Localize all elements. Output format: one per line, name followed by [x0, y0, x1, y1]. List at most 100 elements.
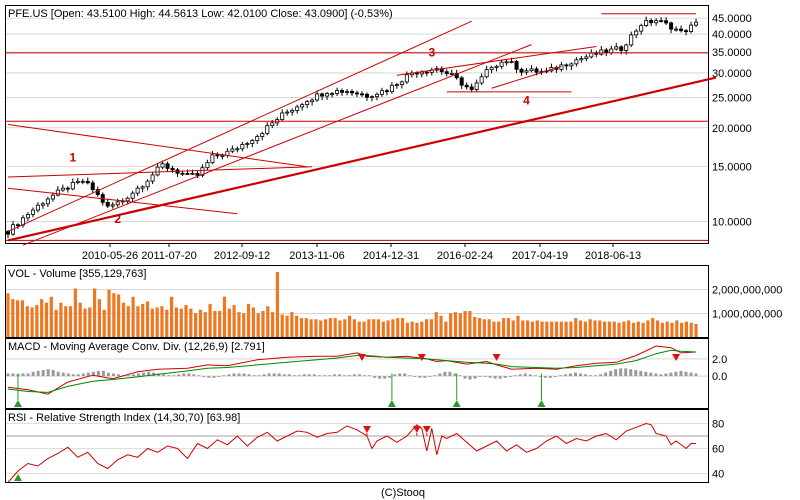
candle-body: [404, 74, 409, 83]
volume-bar: [131, 296, 135, 337]
macd-hist-bar: [172, 375, 176, 377]
volume-bar: [232, 305, 236, 337]
macd-hist-bar: [342, 375, 346, 377]
volume-bar: [30, 307, 34, 337]
macd-hist-bar: [182, 373, 186, 377]
volume-bar: [391, 319, 395, 337]
macd-hist-bar: [488, 376, 492, 378]
macd-hist-bar: [599, 374, 603, 377]
volume-bar: [256, 313, 260, 337]
macd-hist-bar: [197, 375, 201, 377]
macd-lines: [7, 345, 697, 395]
volume-bar: [521, 320, 525, 337]
volume-bar: [97, 299, 102, 337]
candle-body: [474, 82, 479, 90]
volume-bar: [684, 321, 689, 337]
macd-hist-bar: [31, 371, 35, 377]
macd-hist-bar: [212, 376, 216, 378]
candle-body: [245, 143, 250, 145]
candle-body: [639, 25, 644, 32]
macd-hist-bar: [383, 376, 387, 379]
macd-hist-bar: [272, 373, 276, 377]
candle-body: [454, 73, 459, 79]
volume-bar: [439, 315, 443, 337]
candle-body: [90, 182, 95, 191]
macd-hist-bar: [553, 376, 557, 377]
candle-body: [624, 44, 629, 51]
copyright-footer: (C)Stooq: [381, 487, 425, 499]
candle-body: [499, 61, 504, 67]
macd-hist-bar: [66, 373, 70, 377]
volume-y-ticks: 2,000,000,000 1,000,000,000: [712, 285, 782, 321]
volume-bar: [64, 306, 68, 337]
price-panel-frame: [5, 5, 709, 244]
candle-body: [574, 59, 579, 65]
candle-body: [664, 20, 669, 24]
volume-bar: [198, 309, 203, 337]
volume-bar: [530, 321, 535, 337]
volume-bar: [338, 320, 342, 337]
volume-bar: [400, 318, 405, 337]
volume-bar: [246, 303, 251, 337]
volume-bar: [660, 322, 664, 337]
macd-hist-bar: [463, 376, 467, 379]
volume-bar: [458, 313, 462, 337]
volume-bar: [150, 308, 154, 337]
macd-hist-bar: [6, 373, 10, 377]
volume-bars: [6, 271, 698, 337]
macd-hist-bar: [147, 371, 151, 377]
candle-body: [270, 122, 275, 126]
volume-bar: [208, 303, 212, 337]
volume-bar: [641, 322, 645, 337]
volume-bar: [468, 310, 472, 337]
trend-lines: [6, 13, 717, 246]
candle-body: [519, 68, 524, 73]
candle-body: [110, 204, 115, 207]
volume-bar: [694, 323, 698, 337]
volume-bar: [25, 306, 29, 337]
macd-hist-bar: [267, 373, 271, 377]
trend-line: [7, 76, 717, 242]
volume-bar: [569, 321, 573, 337]
candle-body: [180, 172, 185, 175]
macd-hist-bar: [282, 374, 286, 377]
candle-body: [419, 71, 424, 75]
candle-body: [684, 30, 689, 33]
wave-labels: 1 2 3 4: [69, 45, 530, 226]
candle-body: [679, 28, 684, 32]
macd-hist-bar: [503, 376, 507, 378]
macd-hist-bar: [46, 369, 50, 377]
volume-bar: [295, 315, 299, 337]
trend-line: [491, 65, 562, 89]
volume-bar: [328, 318, 332, 337]
candle-body: [340, 90, 345, 93]
volume-bar: [169, 296, 174, 337]
macd-hist-bar: [438, 373, 442, 377]
buy-signal-marker: [387, 400, 396, 407]
macd-hist-bar: [247, 374, 251, 377]
wave-label: 2: [114, 212, 121, 226]
macd-hist-bar: [368, 375, 372, 377]
candle-body: [205, 162, 210, 169]
volume-bar: [405, 322, 409, 337]
wave-label: 4: [523, 93, 530, 107]
candle-body: [354, 92, 359, 95]
macd-hist-bar: [41, 370, 45, 377]
candle-body: [285, 111, 290, 114]
candle-body: [644, 19, 649, 26]
candle-body: [444, 71, 449, 75]
candle-body: [359, 93, 364, 96]
volume-bar: [299, 318, 304, 337]
volume-bar: [444, 321, 448, 337]
candle-body: [634, 30, 639, 36]
x-axis-ticks: 2010-05-26 2011-07-20 2012-09-12 2013-11-06…: [82, 243, 641, 262]
volume-bar: [35, 305, 39, 337]
x-tick-label: 2012-09-12: [214, 250, 270, 262]
volume-bar: [136, 306, 140, 337]
macd-hist-bar: [327, 375, 331, 377]
candle-body: [350, 90, 355, 94]
macd-hist-bar: [132, 374, 136, 377]
macd-hist-bar: [167, 375, 171, 377]
macd-hist-bar: [312, 374, 316, 377]
candle-body: [30, 209, 35, 215]
